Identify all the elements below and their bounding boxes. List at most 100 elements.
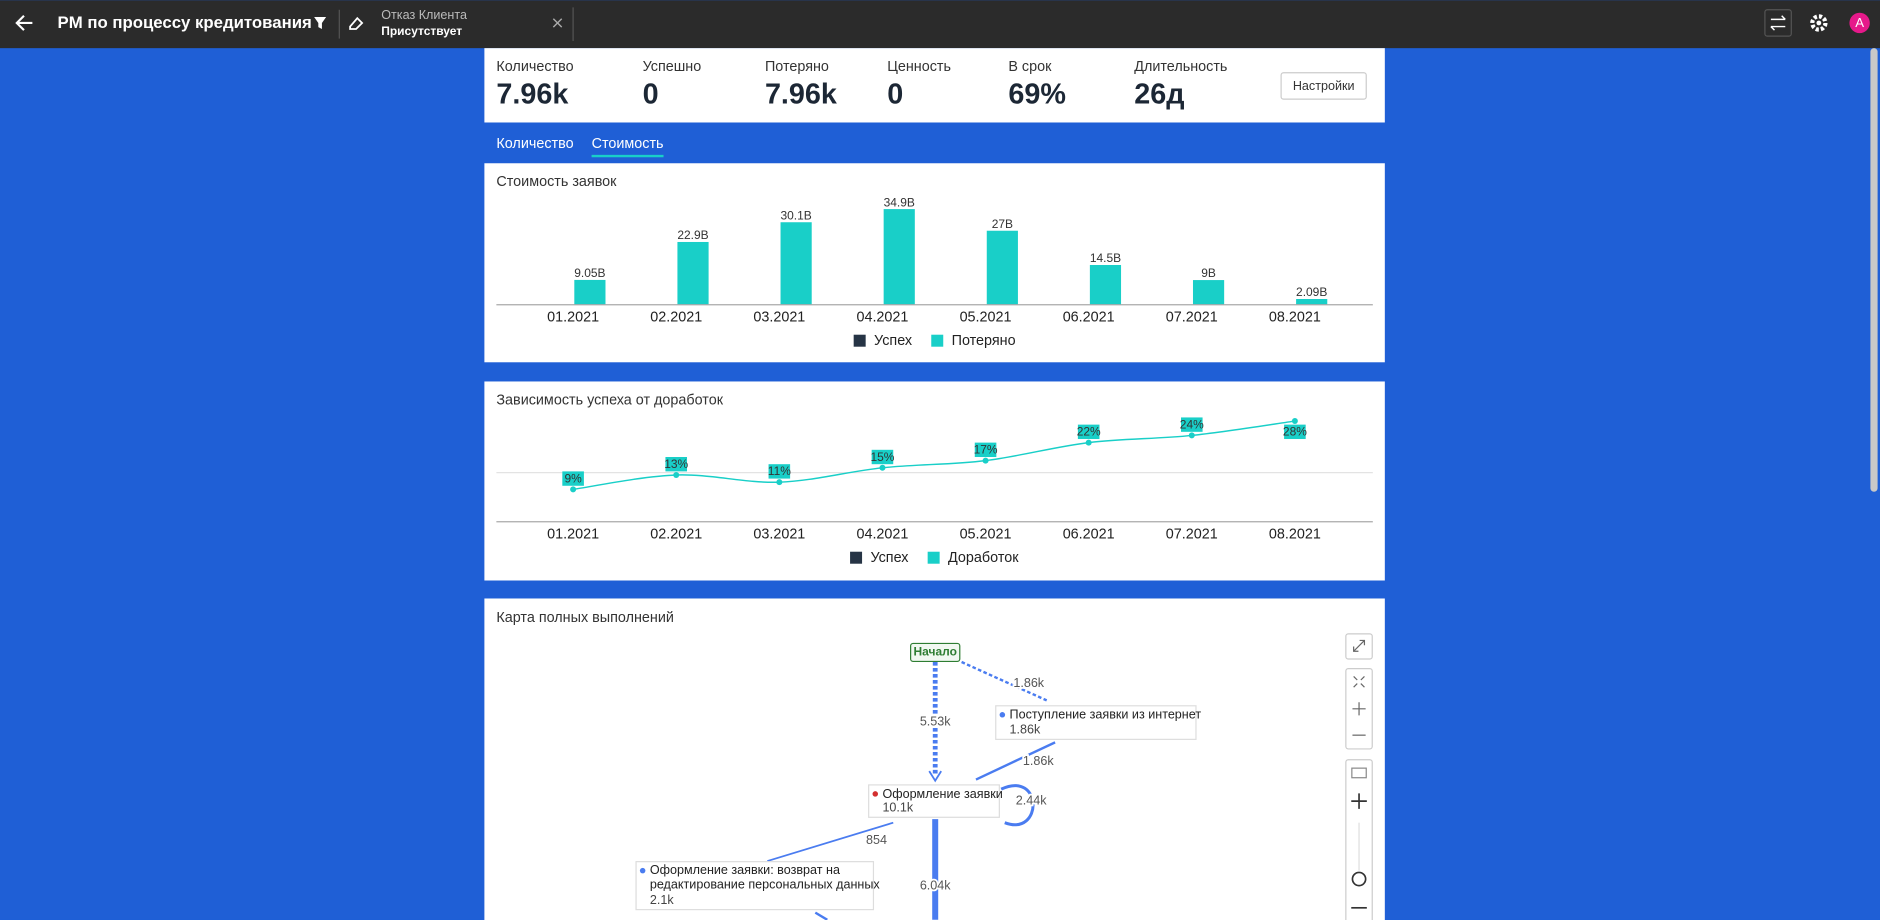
tab[interactable]: Количество: [496, 136, 573, 152]
settings-button[interactable]: [1280, 72, 1367, 100]
legend-label[interactable]: Успех: [874, 333, 913, 349]
back-button[interactable]: [15, 15, 33, 31]
settings-gear-center: [1816, 20, 1822, 26]
edge-label: 2.44k: [1016, 793, 1047, 807]
top-bar: [0, 0, 1880, 49]
legend-label[interactable]: Успех: [870, 550, 909, 566]
bar-value-label: 9B: [1201, 266, 1216, 280]
value-label-bg: [1284, 424, 1306, 440]
zoom-in[interactable]: [1352, 702, 1366, 716]
node-count: 1.86k: [1010, 723, 1041, 737]
fit-icon[interactable]: [1353, 675, 1365, 688]
point: [982, 457, 989, 464]
legend-label[interactable]: Потеряно: [952, 333, 1016, 349]
settings-button-label: Настройки: [1293, 79, 1355, 93]
x-tick-label: 02.2021: [650, 527, 702, 543]
bar: [883, 209, 915, 305]
value-label: 13%: [664, 457, 688, 471]
start-node: [910, 642, 961, 663]
scrollbar[interactable]: [1870, 48, 1878, 492]
slider-plus[interactable]: [1351, 793, 1367, 809]
expand-icon: [1353, 639, 1366, 652]
page-title: PM по процессу кредитования: [58, 13, 312, 32]
chart-title: Стоимость заявок: [496, 174, 617, 190]
bar: [780, 222, 812, 305]
node[interactable]: [635, 861, 875, 911]
kpi-panel: [484, 48, 1385, 123]
node-label: Оформление заявки: возврат на редактиров…: [650, 864, 881, 892]
filter-icon[interactable]: [314, 16, 327, 29]
kpi-label: В срок: [1008, 59, 1052, 75]
avatar[interactable]: [1849, 12, 1870, 34]
frame-icon[interactable]: [1351, 767, 1367, 779]
point: [776, 479, 783, 486]
x-tick-label: 06.2021: [1063, 310, 1115, 326]
tab-underline: [591, 154, 664, 158]
filter-label: Отказ Клиента: [381, 8, 467, 22]
kpi-row: Количество 7.96k Успешно 0 Потеряно 7.96k Ценн…: [496, 59, 1227, 111]
point: [570, 486, 577, 493]
bar: [1089, 264, 1122, 305]
value-label: 9%: [564, 471, 582, 485]
loop-edge: [1000, 784, 1035, 827]
x-tick-label: 03.2021: [753, 310, 805, 326]
chart: Зависимость успеха от доработок 9% 13% 11% 1…: [496, 392, 1373, 566]
x-tick-label: 05.2021: [960, 527, 1012, 543]
edge: [975, 741, 1056, 781]
value-label-bg: [871, 449, 894, 465]
tabs: Количество Стоимость: [496, 136, 664, 158]
node-dot: [639, 867, 646, 874]
kpi-value: 7.96k: [496, 79, 569, 111]
bar: [1192, 280, 1225, 305]
clear-filter[interactable]: [552, 18, 563, 28]
settings-gear[interactable]: [1810, 14, 1828, 32]
x-tick-label: 03.2021: [753, 527, 805, 543]
node[interactable]: [868, 784, 1000, 818]
value-label: 15%: [870, 450, 894, 464]
kpi-label: Ценность: [887, 59, 951, 75]
x-tick-label: 07.2021: [1166, 527, 1218, 543]
bar-value-label: 9.05B: [574, 266, 605, 280]
arrow: [928, 770, 942, 783]
node-count: 10.1k: [882, 801, 913, 815]
kpi-label: Длительность: [1134, 59, 1227, 75]
line-chart-panel: [484, 381, 1385, 581]
value-label-bg: [1180, 417, 1203, 432]
tab[interactable]: Стоимость: [592, 136, 664, 152]
point: [879, 464, 886, 471]
x-tick-label: 04.2021: [856, 310, 908, 326]
eraser-icon[interactable]: [349, 16, 364, 30]
value-label: 22%: [1077, 425, 1101, 439]
chart: Стоимость заявок 9.05B 22.9B 30.1B 34.9B 27B 1…: [496, 174, 1373, 349]
edge-label: 6.04k: [920, 879, 951, 893]
bar: [986, 230, 1018, 305]
bar: [677, 241, 709, 305]
edge: [767, 821, 894, 862]
edge-label: 854: [866, 833, 887, 847]
node[interactable]: [995, 705, 1197, 740]
legend-swatch: [931, 334, 944, 347]
node-label-line: Оформление заявки: возврат на: [650, 864, 844, 878]
x-tick-label: 02.2021: [650, 310, 702, 326]
edge: [961, 660, 1048, 702]
point: [1188, 432, 1195, 439]
edge-label: 1.86k: [1013, 676, 1044, 690]
toggle-button[interactable]: [1764, 9, 1792, 37]
kpi-value: 26д: [1134, 79, 1184, 111]
node-label: Оформление заявки: [882, 787, 1002, 801]
legend-label[interactable]: Доработок: [948, 550, 1019, 566]
value-label-bg: [974, 442, 997, 458]
bar: [1296, 299, 1328, 305]
node-dot: [872, 791, 879, 797]
node-label-line: редактирование персональных данных: [650, 878, 881, 892]
chart-title: Зависимость успеха от доработок: [496, 392, 723, 408]
slider-handle[interactable]: [1351, 871, 1367, 887]
x-tick-label: 06.2021: [1063, 527, 1115, 543]
value-label-bg: [768, 464, 791, 479]
bar-value-label: 22.9B: [677, 228, 708, 242]
value-label-bg: [1077, 424, 1100, 440]
map-title: Карта полных выполнений: [496, 610, 674, 626]
bar-value-label: 30.1B: [780, 208, 811, 222]
